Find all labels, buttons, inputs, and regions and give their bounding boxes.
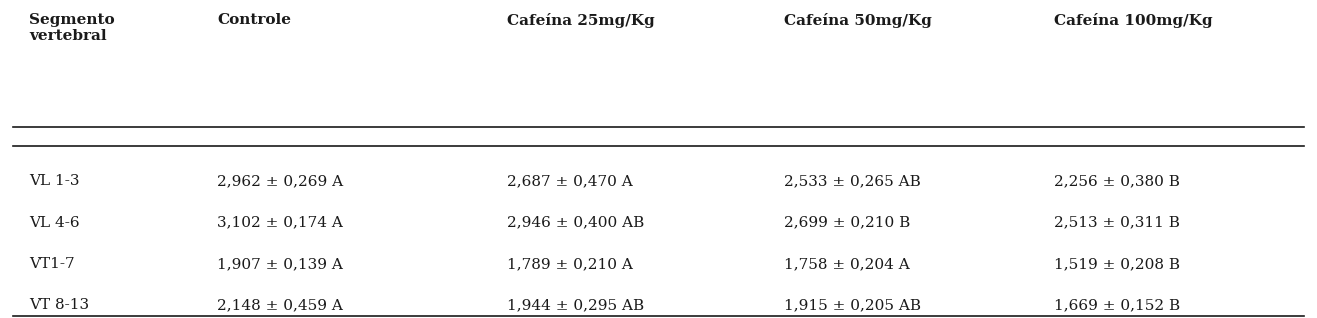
Text: Segmento
vertebral: Segmento vertebral [29,13,115,43]
Text: 2,256 ± 0,380 B: 2,256 ± 0,380 B [1054,174,1180,188]
Text: VL 1-3: VL 1-3 [29,174,79,188]
Text: 2,687 ± 0,470 A: 2,687 ± 0,470 A [507,174,632,188]
Text: 2,699 ± 0,210 B: 2,699 ± 0,210 B [784,216,910,230]
Text: 2,513 ± 0,311 B: 2,513 ± 0,311 B [1054,216,1180,230]
Text: 2,962 ± 0,269 A: 2,962 ± 0,269 A [217,174,344,188]
Text: 1,519 ± 0,208 B: 1,519 ± 0,208 B [1054,257,1180,271]
Text: 1,907 ± 0,139 A: 1,907 ± 0,139 A [217,257,344,271]
Text: VT1-7: VT1-7 [29,257,75,271]
Text: VL 4-6: VL 4-6 [29,216,79,230]
Text: 2,946 ± 0,400 AB: 2,946 ± 0,400 AB [507,216,644,230]
Text: 2,533 ± 0,265 AB: 2,533 ± 0,265 AB [784,174,921,188]
Text: Cafeína 25mg/Kg: Cafeína 25mg/Kg [507,13,655,28]
Text: Controle: Controle [217,13,291,27]
Text: 1,789 ± 0,210 A: 1,789 ± 0,210 A [507,257,633,271]
Text: 2,148 ± 0,459 A: 2,148 ± 0,459 A [217,298,344,312]
Text: 3,102 ± 0,174 A: 3,102 ± 0,174 A [217,216,344,230]
Text: 1,669 ± 0,152 B: 1,669 ± 0,152 B [1054,298,1180,312]
Text: Cafeína 100mg/Kg: Cafeína 100mg/Kg [1054,13,1212,28]
Text: 1,758 ± 0,204 A: 1,758 ± 0,204 A [784,257,909,271]
Text: VT 8-13: VT 8-13 [29,298,90,312]
Text: 1,915 ± 0,205 AB: 1,915 ± 0,205 AB [784,298,921,312]
Text: Cafeína 50mg/Kg: Cafeína 50mg/Kg [784,13,931,28]
Text: 1,944 ± 0,295 AB: 1,944 ± 0,295 AB [507,298,644,312]
